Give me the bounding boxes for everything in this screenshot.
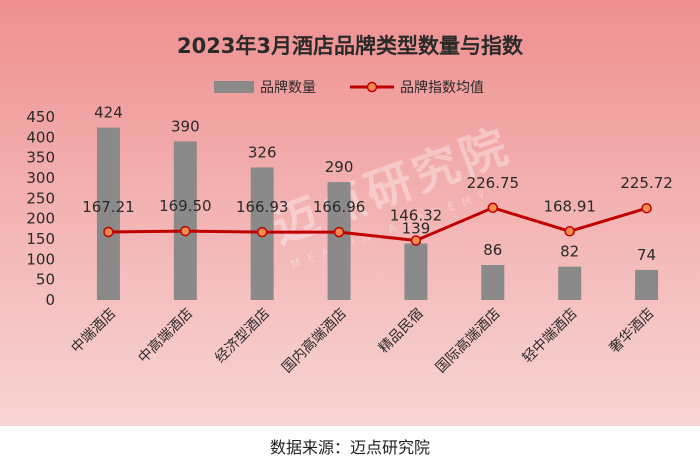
legend-bar-swatch — [214, 81, 254, 93]
line-data-label: 168.91 — [543, 197, 596, 215]
bar — [327, 182, 351, 300]
bar-data-label: 326 — [248, 143, 277, 161]
bar-data-label: 86 — [483, 241, 502, 259]
line-data-label: 169.50 — [159, 197, 212, 215]
line-data-label: 146.32 — [390, 206, 443, 224]
bar-data-label: 139 — [402, 219, 431, 237]
y-tick-label: 200 — [26, 210, 55, 228]
y-tick-label: 350 — [26, 149, 55, 167]
x-tick-label: 中高端酒店 — [135, 305, 197, 367]
bar — [173, 141, 197, 300]
bar-data-label: 290 — [325, 158, 354, 176]
bar — [558, 266, 582, 300]
line-data-label: 166.96 — [313, 198, 366, 216]
line-point — [333, 226, 345, 238]
bar-data-label: 74 — [637, 246, 656, 264]
y-tick-label: 300 — [26, 169, 55, 187]
y-tick-label: 450 — [26, 108, 55, 126]
x-tick-label: 国际高端酒店 — [432, 305, 503, 376]
bar — [96, 127, 120, 300]
series-line — [108, 206, 647, 243]
legend-label: 品牌指数均值 — [400, 79, 484, 96]
line-point — [256, 226, 268, 238]
x-tick-label: 精品民宿 — [375, 305, 427, 357]
x-tick-label: 国内高端酒店 — [278, 305, 349, 376]
line-data-label: 225.72 — [620, 174, 673, 192]
y-tick-label: 0 — [45, 291, 55, 309]
y-tick-label: 50 — [36, 271, 55, 289]
y-tick-label: 250 — [26, 189, 55, 207]
line-data-label: 166.93 — [236, 198, 289, 216]
bar-data-label: 390 — [171, 117, 200, 135]
bar — [635, 269, 659, 300]
bar-data-label: 424 — [94, 104, 123, 122]
line-point — [641, 202, 652, 214]
legend-label: 品牌数量 — [260, 79, 316, 96]
line-point — [103, 226, 114, 238]
line-point — [180, 225, 191, 237]
y-tick-label: 400 — [26, 128, 55, 146]
chart-title: 2023年3月酒店品牌类型数量与指数 — [176, 34, 524, 58]
y-tick-label: 100 — [26, 250, 55, 268]
source-note: 数据来源：迈点研究院 — [269, 438, 430, 457]
bar-data-label: 82 — [560, 243, 579, 261]
bar — [404, 243, 428, 300]
line-point — [564, 226, 575, 237]
x-tick-label: 经济型酒店 — [212, 306, 273, 367]
line-data-label: 167.21 — [82, 198, 135, 216]
chart-card: 2023年3月酒店品牌类型数量与指数 迈点研究院 MEADIN ACADEMY … — [0, 0, 700, 426]
legend-line-marker — [366, 81, 378, 93]
x-tick-label: 中端酒店 — [68, 306, 119, 357]
line-data-label: 226.75 — [467, 174, 520, 192]
line-point — [410, 235, 422, 246]
chart-plot: 0 50 100 150 200 250 300 350 400 450 424 390 326 290 1… — [26, 79, 673, 376]
y-tick-label: 150 — [26, 230, 55, 248]
bar — [481, 265, 505, 300]
x-tick-label: 奢华酒店 — [606, 306, 657, 357]
x-tick-label: 轻中端酒店 — [520, 306, 581, 367]
line-point — [487, 202, 499, 214]
